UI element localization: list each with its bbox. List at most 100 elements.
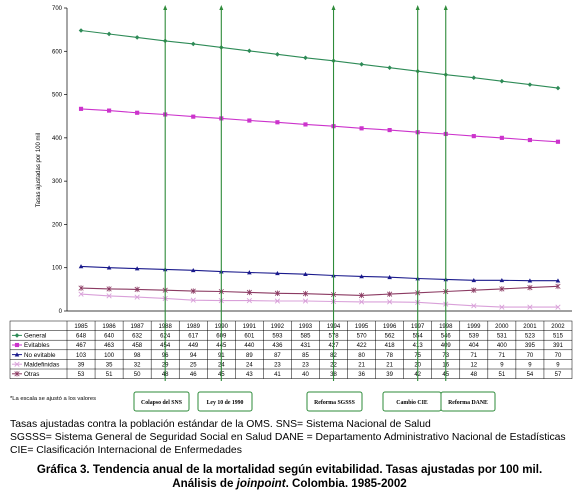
data-point [387,65,392,71]
table-cell-value: 539 [469,334,480,340]
table-cell-value: 57 [555,372,562,378]
table-cell-value: 25 [190,362,197,368]
table-cell-value: 570 [357,334,368,340]
table-cell-value: 53 [78,372,85,378]
table-cell-value: 431 [300,343,311,349]
data-point [387,299,393,305]
event-label: Colapso del SNS [141,400,182,406]
data-point [246,289,252,296]
table-cell-value: 562 [385,334,396,340]
data-point [78,285,84,291]
table-year-header: 1989 [187,324,201,330]
table-cell-value: 48 [470,372,477,378]
table-cell-value: 71 [499,353,506,359]
table-cell-value: 85 [302,353,309,359]
table-cell-value: 585 [300,334,311,340]
data-point [527,284,533,291]
legend-series-name: Evitables [24,342,50,349]
data-point [527,278,533,283]
y-tick-label: 700 [52,6,63,12]
table-year-header: 1995 [355,324,369,330]
table-cell-value: 100 [104,353,115,359]
y-tick-label: 500 [52,93,63,99]
y-tick-label: 0 [59,309,63,315]
table-cell-value: 98 [134,353,141,359]
data-point [275,271,280,276]
table-cell-value: 523 [525,334,536,340]
table-cell-value: 632 [132,334,143,340]
data-point [78,106,84,111]
data-point [78,291,84,297]
table-cell-value: 458 [132,343,143,349]
data-point [78,28,84,33]
table-year-header: 1986 [102,324,116,330]
table-year-header: 1985 [74,324,88,330]
legend-key-marker [14,342,20,348]
data-point [499,286,505,292]
table-cell-value: 440 [244,343,255,349]
table-cell-value: 87 [274,353,281,359]
table-cell-value: 41 [274,372,281,378]
y-axis-label: Tasas ajustadas por 100 mil [36,133,42,207]
figure-caption-line-2: Análisis de joinpoint. Colombia. 1985-20… [0,477,579,491]
series-line-general [80,29,559,89]
data-point [387,291,393,297]
table-cell-value: 404 [469,343,480,349]
table-year-header: 2001 [523,324,537,330]
table-cell-value: 32 [134,362,141,368]
data-point [107,108,112,113]
data-point [247,270,252,275]
table-cell-value: 9 [556,362,560,368]
event-arrow-head [163,5,168,10]
data-point [190,297,196,303]
data-point [359,292,365,299]
table-cell-value: 449 [188,343,199,349]
table-year-header: 2000 [495,324,509,330]
legend-series-name: No evitable [24,352,56,359]
table-cell-value: 640 [104,334,115,340]
caption-suffix: . Colombia. 1985-2002 [285,477,407,490]
data-point [106,293,112,299]
table-cell-value: 39 [386,372,393,378]
table-cell-value: 617 [188,334,199,340]
table-year-header: 1999 [467,324,481,330]
event-label: Reforma SGSSS [314,400,355,406]
table-cell-value: 400 [497,343,508,349]
table-cell-value: 422 [357,343,368,349]
data-point [274,298,281,304]
y-tick-label: 400 [52,136,63,142]
event-label: Cambio CIE [396,400,428,406]
table-cell-value: 21 [358,362,365,368]
data-point [527,304,533,310]
table-cell-value: 54 [527,372,534,378]
table-cell-value: 35 [106,362,113,368]
table-cell-value: 78 [386,353,393,359]
table-year-header: 1992 [271,324,285,330]
event-label-box: Reforma SGSSS [306,391,363,412]
data-point [555,278,561,283]
event-arrow-head [415,5,420,10]
data-point [134,35,140,40]
data-point [555,304,561,310]
data-point [303,122,308,127]
table-cell-value: 593 [272,334,283,340]
y-tick-label: 100 [52,266,63,272]
data-point [275,120,280,125]
series-line-otras [80,285,559,296]
data-point [527,137,532,143]
table-cell-value: 24 [246,362,253,368]
table-cell-value: 46 [190,372,197,378]
table-cell-value: 418 [385,343,396,349]
table-cell-value: 71 [470,353,477,359]
data-point [78,264,84,269]
table-cell-value: 39 [78,362,85,368]
caption-italic: joinpoint [236,477,286,490]
data-point [471,303,477,309]
data-point [471,134,476,139]
table-cell-value: 9 [500,362,504,368]
data-point [191,114,196,119]
data-point [134,266,140,271]
data-point [134,294,140,300]
legend-series-name: General [24,333,46,340]
